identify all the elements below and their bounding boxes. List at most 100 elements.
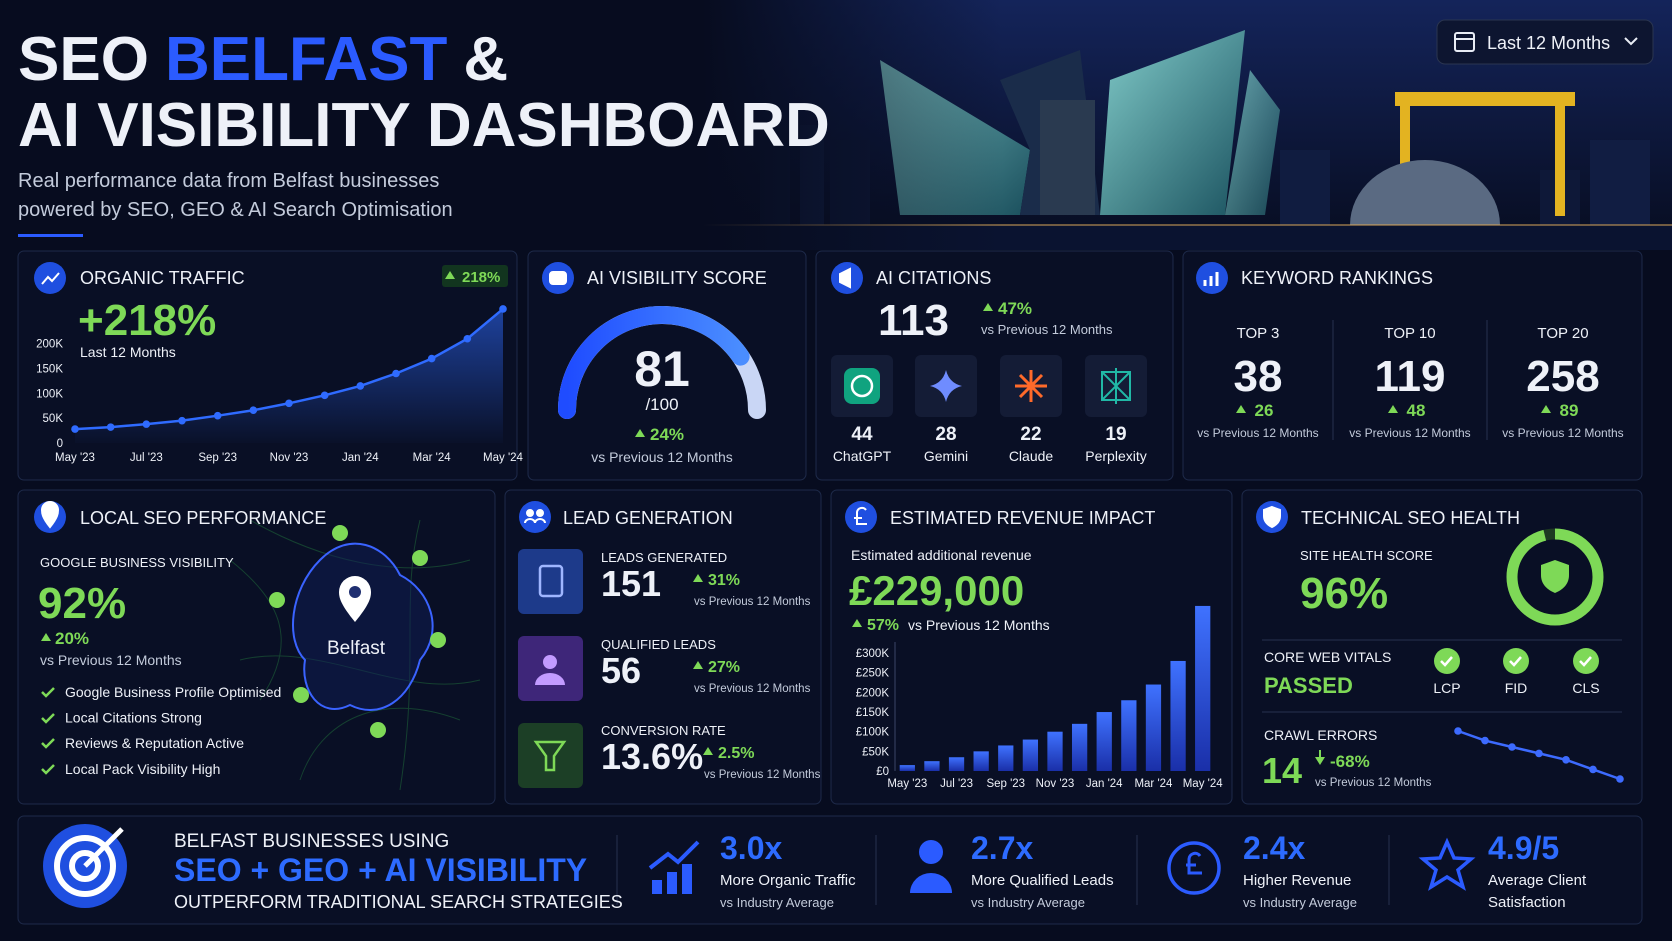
label: 113 (878, 296, 949, 345)
icon-glyphs (1203, 272, 1219, 286)
x-tick-label: Jan '24 (1086, 778, 1123, 790)
label: 96% (1300, 569, 1388, 618)
label: vs Previous 12 Months (694, 596, 811, 608)
lead-icon-boxes (538, 564, 564, 598)
label: TOP 20 (1537, 325, 1588, 342)
label: vs Previous 12 Months (908, 617, 1050, 633)
map (430, 632, 446, 648)
up-arrow (983, 303, 993, 311)
date-picker[interactable] (1624, 37, 1638, 46)
bar (1047, 731, 1063, 771)
point (71, 425, 79, 433)
point (1616, 775, 1624, 783)
label: 13.6% (601, 736, 703, 777)
label: Real performance data from Belfast busin… (18, 170, 439, 192)
label: Last 12 Months (80, 344, 176, 360)
point (1535, 749, 1543, 758)
point (213, 411, 222, 420)
label: TOP 3 (1237, 325, 1280, 342)
lead-icon-boxes (518, 723, 583, 788)
label: BELFAST BUSINESSES USING (174, 831, 449, 852)
panels (17, 815, 1643, 925)
label: Satisfaction (1488, 894, 1566, 911)
checkmarks (41, 738, 55, 749)
point (1562, 756, 1570, 764)
label: £229,000 (849, 567, 1024, 614)
label: ChatGPT (833, 448, 892, 464)
label: 89 (1560, 401, 1579, 420)
title-line2: AI VISIBILITY DASHBOARD (18, 91, 830, 160)
label: ESTIMATED REVENUE IMPACT (890, 508, 1155, 528)
label: Average Client (1488, 872, 1587, 889)
label: FID (1505, 680, 1528, 696)
label: More Organic Traffic (720, 872, 856, 889)
icon-glyphs (524, 518, 546, 524)
footer-icons (682, 864, 692, 894)
date-picker[interactable] (1436, 19, 1654, 65)
label: CORE WEB VITALS (1264, 649, 1391, 665)
icon-glyphs (839, 267, 851, 289)
panels (527, 250, 807, 481)
gauge-value (558, 306, 750, 419)
map (349, 586, 361, 598)
citation-logos (930, 370, 962, 402)
label: vs Previous 12 Months (40, 652, 182, 668)
icon-glyphs (40, 501, 60, 529)
up-arrow (445, 271, 455, 279)
label: powered by SEO, GEO & AI Search Optimisa… (18, 199, 453, 221)
label: 2.4x (1243, 830, 1305, 866)
label: 3.0x (720, 830, 782, 866)
map (292, 542, 434, 711)
tech-separators (1262, 639, 1622, 713)
footer-icons (919, 840, 943, 864)
bar (1195, 605, 1211, 771)
bar (973, 751, 989, 771)
icon-glyphs (854, 506, 867, 525)
label: 44 (851, 424, 873, 445)
vital-checks (1579, 656, 1592, 667)
label: 92% (38, 579, 126, 628)
date-picker[interactable] (1454, 32, 1475, 52)
label: vs Previous 12 Months (1502, 426, 1623, 440)
x-tick-label: Mar '24 (413, 452, 452, 464)
x-tick-label: May '23 (887, 778, 927, 790)
up-arrow (635, 429, 645, 437)
point (1454, 727, 1462, 735)
bar (1145, 684, 1162, 771)
panel-icons (519, 501, 551, 533)
x-tick-label: Mar '24 (1134, 778, 1173, 790)
date-picker[interactable] (1436, 19, 1654, 65)
label: Perplexity (1085, 448, 1146, 464)
label: vs Previous 12 Months (1315, 777, 1432, 789)
ring-value (1506, 528, 1604, 626)
checkmarks (41, 687, 55, 775)
label: LEAD GENERATION (563, 508, 733, 528)
label: +218% (78, 296, 216, 345)
label: 48 (1407, 401, 1426, 420)
title-line1: SEO BELFAST & (18, 25, 508, 94)
y-tick-label: 100K (36, 388, 63, 400)
label: vs Industry Average (971, 895, 1085, 910)
label: Local Citations Strong (65, 710, 202, 726)
label: vs Previous 12 Months (1197, 426, 1318, 440)
point (499, 305, 507, 313)
label: LCP (1433, 680, 1460, 696)
label: 38 (1234, 352, 1283, 401)
x-tick-label: Jul '23 (940, 778, 973, 790)
label: More Qualified Leads (971, 872, 1114, 889)
footer-icons (54, 835, 116, 897)
label: Gemini (924, 448, 968, 464)
label: SEO + GEO + AI VISIBILITY (174, 852, 587, 888)
area (75, 308, 503, 443)
label: KEYWORD RANKINGS (1241, 268, 1433, 288)
up-arrow (693, 661, 703, 669)
lead-icon-boxes (543, 655, 557, 669)
x-tick-label: Sep '23 (986, 778, 1025, 790)
y-tick-label: £0 (876, 766, 889, 778)
map (269, 525, 446, 738)
x-tick-label: Jan '24 (342, 452, 379, 464)
label: SITE HEALTH SCORE (1300, 548, 1433, 563)
label: Estimated additional revenue (851, 547, 1032, 563)
label: vs Previous 12 Months (981, 322, 1113, 337)
